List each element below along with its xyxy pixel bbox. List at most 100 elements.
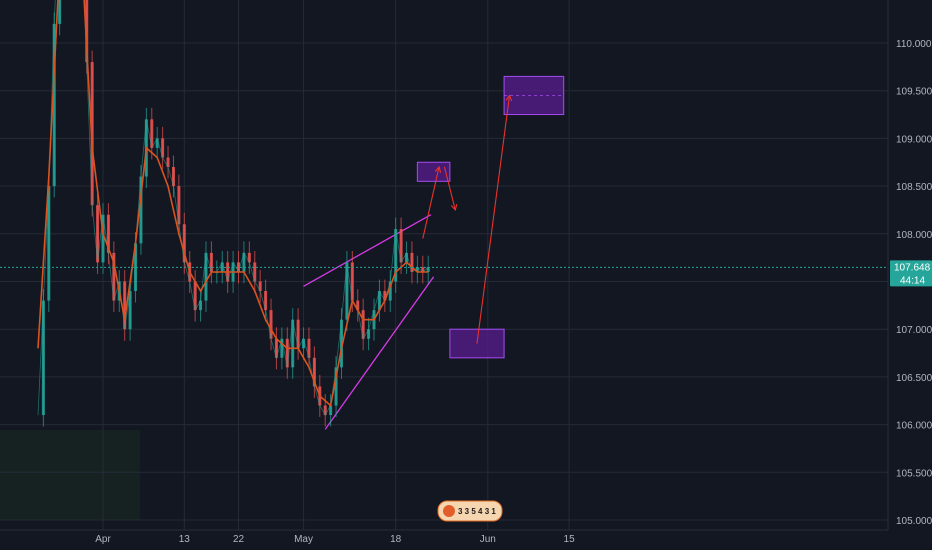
- time-tick-label: Apr: [95, 534, 111, 545]
- time-axis[interactable]: Apr 13 22 May 18 Jun 15: [95, 534, 575, 545]
- time-tick-label: 13: [179, 534, 191, 545]
- price-tick-label: 109.000: [896, 134, 932, 145]
- candle-body: [339, 319, 343, 368]
- candle-body: [350, 262, 354, 301]
- current-price-value: 107.648: [894, 262, 931, 273]
- projection-arrow-1[interactable]: [422, 166, 440, 239]
- candle-body: [96, 205, 100, 263]
- candle-body: [307, 338, 311, 358]
- candle-body: [166, 157, 170, 168]
- candle-body: [199, 300, 203, 311]
- price-tick-label: 105.000: [896, 516, 932, 527]
- arrow-head: [434, 165, 442, 173]
- candle-body: [204, 252, 208, 301]
- candle-body: [41, 300, 45, 416]
- candle-body: [171, 167, 175, 187]
- price-tick-label: 107.000: [896, 325, 932, 336]
- candle-body: [388, 281, 392, 301]
- candle-body: [312, 357, 316, 387]
- current-price-tag: 107.648 44:14: [890, 260, 932, 287]
- candle-body: [345, 262, 349, 320]
- candle-body: [399, 229, 403, 263]
- target-zones: [416, 75, 565, 359]
- price-tick-label: 106.500: [896, 373, 932, 384]
- candle-body: [123, 281, 127, 330]
- candle-body: [296, 319, 300, 349]
- projection-arrows: [422, 94, 513, 344]
- price-tick-label: 105.500: [896, 468, 932, 479]
- candle-body: [112, 252, 116, 301]
- time-tick-label: May: [294, 534, 313, 545]
- candle-body: [302, 338, 306, 349]
- candle-body: [377, 291, 381, 311]
- event-counts: 3 3 5 4 3 1: [458, 507, 496, 516]
- candle-body: [426, 267, 430, 272]
- volume-shade: [0, 430, 140, 520]
- wedge-pattern: [303, 214, 435, 430]
- wedge-lower-line[interactable]: [324, 276, 435, 430]
- candle-body: [128, 291, 132, 330]
- price-tick-label: 108.000: [896, 230, 932, 241]
- candle-body: [329, 405, 333, 416]
- price-tick-label: 108.500: [896, 182, 932, 193]
- target-zone-1[interactable]: [416, 161, 451, 182]
- price-tick-label: 110.500: [896, 0, 932, 2]
- candle-body: [367, 329, 371, 339]
- arrow-head: [505, 94, 513, 102]
- candle-body: [52, 23, 56, 187]
- time-tick-label: 22: [233, 534, 245, 545]
- candle-body: [383, 291, 387, 301]
- candle-body: [258, 281, 262, 292]
- price-tick-label: 110.000: [896, 39, 932, 50]
- candle-body: [155, 138, 159, 148]
- time-tick-label: 18: [390, 534, 402, 545]
- candle-body: [161, 138, 165, 158]
- candle-body: [182, 224, 186, 263]
- candle-body: [47, 186, 51, 301]
- time-tick-label: Jun: [480, 534, 496, 545]
- candle-body: [356, 300, 360, 311]
- candle-body: [285, 338, 289, 368]
- candle-body: [237, 262, 240, 272]
- arrow-head: [450, 204, 458, 212]
- projection-arrow-2[interactable]: [443, 166, 456, 211]
- candle-body: [242, 252, 246, 272]
- events-badge[interactable]: 3 3 5 4 3 1: [437, 500, 503, 522]
- candle-body: [85, 0, 89, 63]
- candle-body: [421, 267, 425, 272]
- candle-body: [280, 338, 284, 358]
- candle-body: [193, 281, 197, 311]
- candle-body: [405, 252, 409, 263]
- candle-body: [410, 252, 414, 272]
- wedge-upper-line[interactable]: [303, 214, 432, 287]
- candle-body: [209, 252, 213, 272]
- candle-body: [139, 176, 143, 244]
- event-flag-icon: [443, 505, 455, 517]
- projection-arrow-3[interactable]: [476, 95, 511, 344]
- candle-body: [101, 214, 105, 263]
- candle-body: [58, 0, 62, 24]
- time-tick-label: 15: [564, 534, 576, 545]
- candle-body: [415, 267, 419, 272]
- candle-body: [361, 310, 365, 339]
- candle-body: [247, 252, 251, 263]
- price-tick-label: 109.500: [896, 87, 932, 98]
- candle-body: [150, 119, 154, 148]
- grid-lines: [0, 0, 888, 530]
- candle-body: [274, 338, 278, 358]
- price-series: [37, 0, 430, 427]
- candle-body: [269, 310, 273, 339]
- candle-body: [334, 367, 338, 406]
- price-tick-label: 106.000: [896, 421, 932, 432]
- candle-body: [291, 319, 295, 368]
- candle-body: [264, 291, 268, 311]
- moving-average-line: [37, 0, 429, 408]
- candle-body: [220, 262, 224, 272]
- bar-countdown-timer: 44:14: [900, 275, 925, 286]
- price-line: [37, 0, 429, 416]
- candle-body: [177, 186, 181, 225]
- candle-body: [253, 262, 257, 282]
- candle-body: [394, 229, 398, 282]
